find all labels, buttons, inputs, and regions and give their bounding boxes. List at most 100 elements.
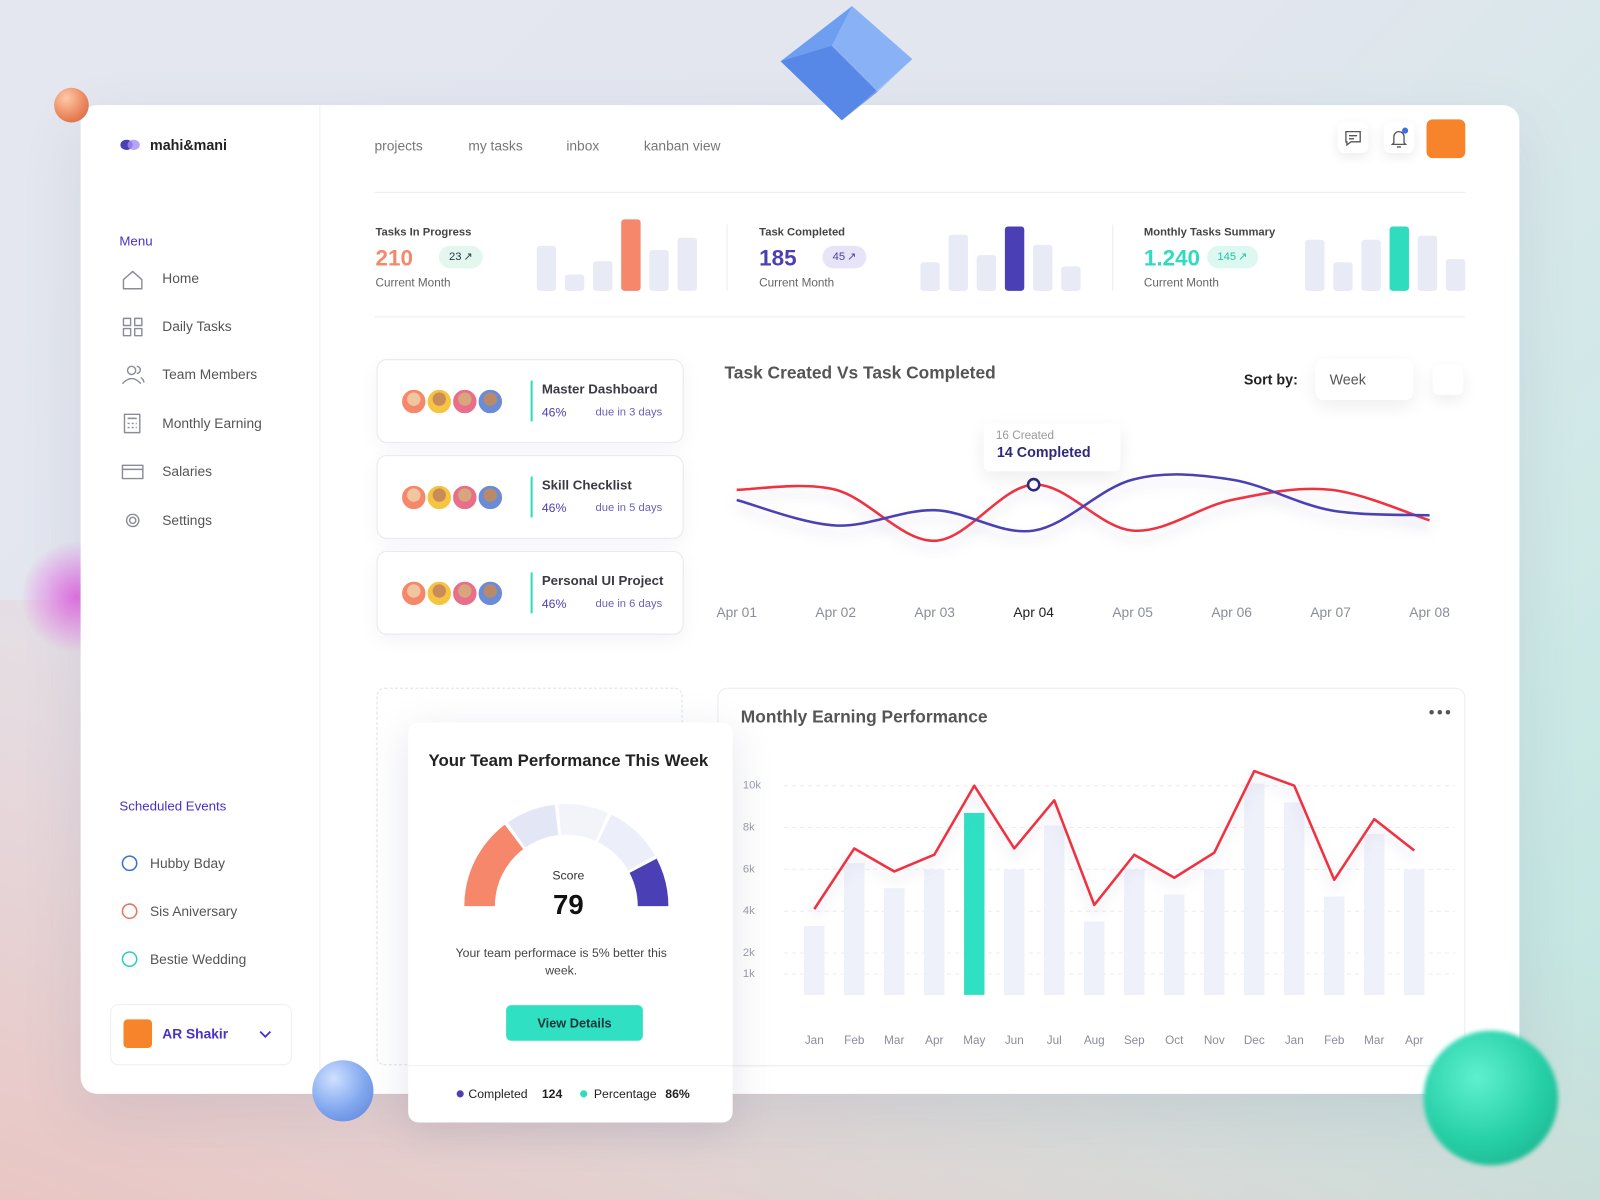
stat-bar: [649, 249, 669, 291]
card-title: Your Team Performance This Week: [428, 751, 709, 770]
x-tick-label: May: [963, 1034, 985, 1047]
stat-bar: [1389, 226, 1409, 291]
stat-bar: [1033, 244, 1053, 291]
stat-bar: [920, 262, 940, 291]
x-tick-label: Jan: [1285, 1034, 1304, 1047]
menu-icon: [123, 413, 141, 434]
avatar: [476, 579, 505, 608]
chevron: [259, 1030, 272, 1039]
avatar: [451, 483, 479, 512]
x-tick-label: Apr 02: [815, 605, 856, 620]
bar: [1404, 869, 1425, 995]
bar: [964, 812, 985, 995]
avatar: [399, 579, 428, 608]
view-details-button[interactable]: [506, 1005, 643, 1041]
stat-value: 185: [759, 244, 797, 271]
nav-tab[interactable]: projects: [374, 138, 423, 154]
chart-title: Monthly Earning Performance: [740, 707, 988, 727]
avatar: [451, 387, 479, 416]
stat-period: Current Month: [375, 277, 451, 290]
stat-period: Current Month: [1143, 277, 1219, 290]
events-title: Scheduled Events: [119, 798, 227, 814]
sort-dropdown[interactable]: [1315, 359, 1414, 400]
user-box[interactable]: [110, 1004, 292, 1066]
x-tick-label: Apr 01: [716, 605, 757, 620]
y-tick-label: 2k: [743, 947, 755, 959]
x-tick-label: Apr 05: [1112, 605, 1153, 620]
legend-dot: [456, 1090, 464, 1098]
sort-label: Sort by:: [1243, 371, 1298, 388]
menu-icon: [121, 464, 144, 480]
cube: [780, 6, 913, 121]
cube-face: [831, 6, 913, 92]
menu-item[interactable]: Home: [162, 270, 199, 287]
stat-bar: [1445, 259, 1466, 291]
series-line: [813, 769, 1416, 910]
teal-orb: [1423, 1030, 1559, 1166]
menu-icon: [121, 365, 145, 385]
gauge-segment: [558, 804, 609, 841]
gauge-segment: [629, 858, 669, 907]
nav-tab[interactable]: my tasks: [468, 138, 523, 154]
arrow-icon: ↗: [847, 251, 857, 264]
completed-value: 124: [541, 1086, 563, 1102]
stat-bar: [677, 237, 697, 291]
stats-divider: [374, 316, 1466, 318]
stat-bar: [948, 234, 968, 291]
score-value: 79: [553, 889, 584, 920]
y-tick-label: 4k: [743, 905, 755, 917]
menu-item[interactable]: Team Members: [162, 366, 258, 383]
menu-title: Menu: [119, 233, 153, 249]
icon-button[interactable]: [1337, 122, 1369, 154]
project-percent: 46%: [541, 501, 567, 516]
project-accent: [530, 380, 533, 422]
menu-item[interactable]: Daily Tasks: [162, 318, 232, 335]
icon-button[interactable]: [1383, 122, 1415, 154]
menu-item[interactable]: Salaries: [162, 463, 213, 480]
bar: [1284, 802, 1305, 995]
bar: [1204, 869, 1225, 995]
stat-badge: 45 ↗: [822, 245, 867, 269]
download-button[interactable]: [1432, 364, 1464, 395]
menu-item[interactable]: Monthly Earning: [162, 415, 262, 432]
avatar: [425, 579, 454, 608]
y-tick-label: 6k: [743, 863, 755, 875]
project-accent: [530, 476, 533, 518]
avatar: [399, 387, 428, 416]
menu-item[interactable]: Settings: [162, 512, 213, 529]
chart-title: Task Created Vs Task Completed: [724, 363, 996, 383]
bar: [1324, 896, 1345, 995]
sort-value: Week: [1329, 371, 1366, 388]
legend-dot: [580, 1090, 588, 1098]
stat-change: 23: [448, 251, 462, 264]
main-card: [80, 105, 1520, 1094]
brand: mahi&mani: [149, 136, 228, 154]
event-dot: [121, 903, 138, 920]
y-tick-label: 10k: [743, 780, 761, 792]
bar: [1004, 869, 1025, 995]
stat-title: Monthly Tasks Summary: [1143, 226, 1276, 239]
event-label: Sis Aniversary: [149, 903, 238, 919]
bar: [1044, 825, 1065, 995]
stat-title: Tasks In Progress: [375, 226, 472, 239]
x-tick-label: Apr: [925, 1034, 943, 1047]
performance-note: Your team performace is 5% better this w…: [455, 945, 667, 978]
x-tick-label: Apr: [1405, 1034, 1423, 1047]
profile-avatar[interactable]: [1426, 119, 1466, 159]
bar: [924, 869, 945, 995]
orange-orb: [54, 87, 89, 123]
gauge-segment: [597, 814, 655, 871]
x-tick-label: Mar: [884, 1034, 904, 1047]
arrow-icon: ↗: [1238, 251, 1248, 264]
avatar: [425, 483, 454, 512]
nav-tab[interactable]: kanban view: [643, 138, 721, 154]
bar: [1124, 869, 1145, 995]
nav-tab[interactable]: inbox: [566, 138, 600, 154]
menu-dot: [1437, 709, 1443, 715]
cube-face: [780, 45, 878, 121]
team-card-divider: [408, 1065, 733, 1067]
gauge-segment: [464, 824, 524, 907]
avatar: [425, 387, 454, 416]
